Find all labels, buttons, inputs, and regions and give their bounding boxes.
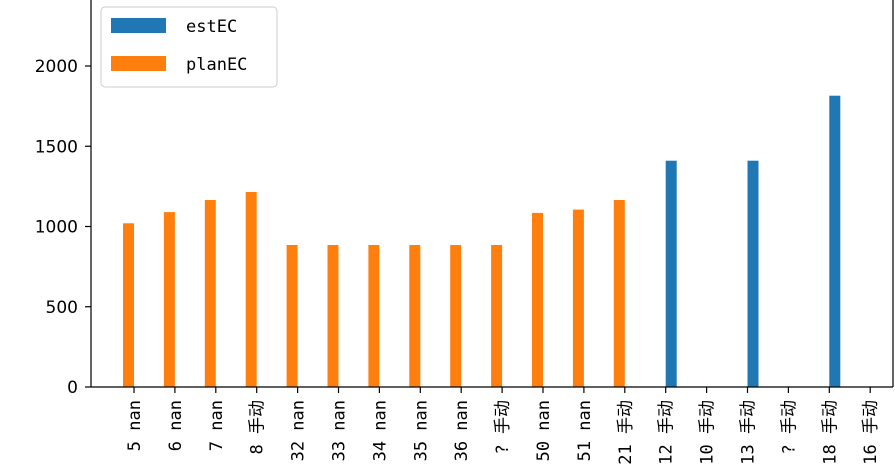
x-tick-label: 8 手动 — [248, 400, 268, 454]
y-tick-label: 0 — [67, 378, 78, 398]
legend-swatch-estEC — [111, 18, 166, 33]
bar-estEC-17 — [829, 95, 841, 387]
x-tick-label: 35 nan — [411, 400, 431, 461]
bars-layer — [123, 95, 841, 387]
y-tick-label: 500 — [46, 298, 78, 318]
bar-planEC-5 — [327, 245, 339, 387]
bar-estEC-15 — [747, 160, 759, 387]
bar-planEC-9 — [491, 245, 503, 387]
x-tick-label: 6 nan — [166, 400, 186, 451]
x-tick-label: 18 手动 — [820, 400, 840, 465]
bar-planEC-0 — [123, 223, 134, 387]
x-tick-label: 34 nan — [370, 400, 390, 461]
bar-planEC-8 — [450, 245, 462, 387]
legend-label-planEC: planEC — [186, 55, 247, 75]
x-tick-label: ? 手动 — [493, 400, 513, 454]
x-tick-label: 16 手动 — [861, 400, 881, 465]
legend-swatch-planEC — [111, 56, 166, 71]
y-tick-label: 1000 — [35, 218, 78, 238]
x-tick-label: 13 手动 — [739, 400, 759, 465]
y-tick-label: 1500 — [35, 137, 78, 157]
x-tick-label: 7 nan — [207, 400, 227, 451]
x-tick-label: 50 nan — [534, 400, 554, 461]
legend: estEC planEC — [100, 6, 278, 88]
bar-planEC-4 — [286, 245, 298, 387]
bar-planEC-12 — [613, 200, 625, 387]
bar-planEC-6 — [368, 245, 380, 387]
x-tick-label: 12 手动 — [657, 400, 677, 465]
x-tick-label: 10 手动 — [698, 400, 718, 465]
bar-planEC-7 — [409, 245, 421, 387]
x-axis-ticks: 5 nan 6 nan 7 nan 8 手动 32 nan 33 nan 34 nan 35 … — [125, 387, 881, 465]
bar-estEC-13 — [665, 160, 677, 387]
bar-planEC-10 — [532, 212, 543, 387]
bar-planEC-2 — [204, 200, 216, 387]
x-tick-label: 21 手动 — [616, 400, 636, 465]
x-tick-label: 5 nan — [125, 400, 145, 451]
x-tick-label: 36 nan — [452, 400, 472, 461]
bar-planEC-3 — [245, 192, 257, 387]
x-tick-label: 32 nan — [289, 400, 309, 461]
x-tick-label: ? 手动 — [779, 400, 799, 454]
y-axis-ticks: 0 500 1000 1500 2000 — [35, 57, 91, 398]
legend-label-estEC: estEC — [186, 17, 237, 37]
bar-planEC-11 — [572, 209, 584, 387]
bar-planEC-1 — [163, 212, 175, 387]
y-tick-label: 2000 — [35, 57, 78, 77]
x-tick-label: 51 nan — [575, 400, 595, 461]
x-tick-label: 33 nan — [330, 400, 350, 461]
